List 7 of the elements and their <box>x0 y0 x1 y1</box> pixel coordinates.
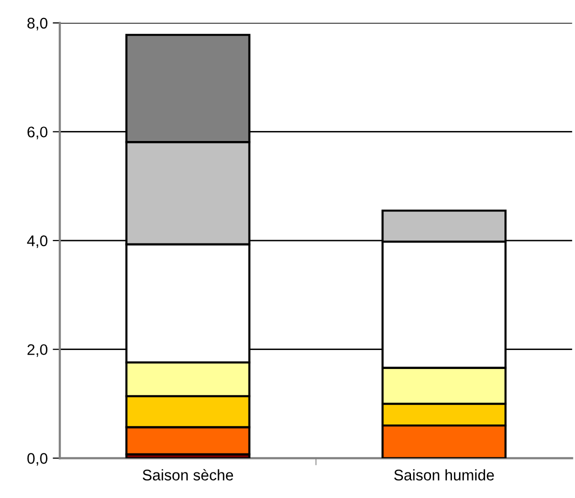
y-tick-label: 6,0 <box>28 126 48 140</box>
y-tick-label: 8,0 <box>27 18 48 30</box>
x-tick-label: Saison humide <box>394 469 494 480</box>
x-tick-label: Saison sèche <box>142 469 234 480</box>
y-tick-label: 2,0 <box>28 344 48 357</box>
y-tick-label: 0,0 <box>27 453 48 466</box>
y-tick-label: 4,0 <box>27 235 48 248</box>
